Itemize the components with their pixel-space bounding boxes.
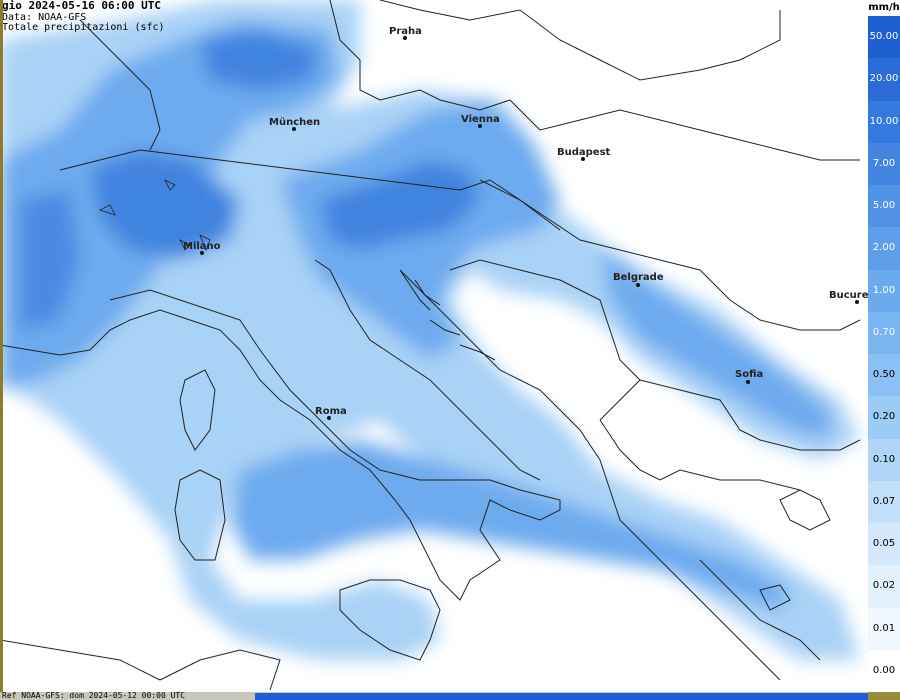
legend-level: 0.01 [868, 607, 900, 650]
city-marker-sofia [746, 380, 750, 384]
legend-level: 0.50 [868, 354, 900, 397]
legend-level: 0.02 [868, 565, 900, 608]
legend-level: 1.00 [868, 269, 900, 312]
city-marker-munchen [292, 127, 296, 131]
city-label-milano: Milano [183, 241, 221, 252]
legend-level: 0.07 [868, 480, 900, 523]
variable-name: Totale precipitazioni (sfc) [2, 22, 165, 33]
city-marker-vienna [478, 124, 482, 128]
city-label-belgrade: Belgrade [613, 272, 664, 283]
footer-bar: Ref NOAA-GFS: dom 2024-05-12 00:00 UTC [0, 692, 900, 700]
legend-level: 10.00 [868, 100, 900, 143]
city-marker-roma [327, 416, 331, 420]
reference-run: Ref NOAA-GFS: dom 2024-05-12 00:00 UTC [2, 691, 186, 700]
city-label-budapest: Budapest [557, 147, 611, 158]
city-marker-belgrade [636, 283, 640, 287]
footer-progress-bar [255, 693, 868, 700]
legend-level: 0.05 [868, 523, 900, 566]
legend-level: 0.00 [868, 649, 900, 692]
city-marker-milano [200, 251, 204, 255]
legend-level: 20.00 [868, 58, 900, 101]
color-legend: mm/h 50.00 20.00 10.00 7.00 5.00 2.00 1.00 0.70… [868, 0, 900, 692]
city-label-munchen: München [269, 117, 321, 128]
legend-unit: mm/h [868, 0, 900, 16]
city-marker-bucuresti [855, 300, 859, 304]
city-label-vienna: Vienna [461, 114, 500, 125]
city-label-sofia: Sofia [735, 369, 764, 380]
city-marker-budapest [581, 157, 585, 161]
legend-level: 2.00 [868, 227, 900, 270]
city-label-roma: Roma [315, 406, 347, 417]
legend-level: 0.20 [868, 396, 900, 439]
city-label-praha: Praha [389, 26, 422, 37]
footer-corner-block [868, 692, 900, 700]
legend-level: 0.10 [868, 438, 900, 481]
precipitation-field [0, 0, 860, 660]
legend-level: 0.70 [868, 311, 900, 354]
data-source: Data: NOAA-GFS [2, 12, 87, 23]
precipitation-map[interactable]: gio 2024-05-16 06:00 UTC Data: NOAA-GFS … [0, 0, 868, 692]
lakes [98, 179, 211, 252]
forecast-time: gio 2024-05-16 06:00 UTC [2, 0, 161, 12]
legend-level: 5.00 [868, 185, 900, 228]
legend-level: 7.00 [868, 142, 900, 185]
city-label-bucuresti: Bucure [829, 290, 868, 301]
map-canvas [0, 0, 861, 691]
left-edge-strip [0, 0, 3, 692]
country-borders [0, 0, 861, 691]
legend-level: 50.00 [868, 16, 900, 59]
city-marker-praha [403, 36, 407, 40]
